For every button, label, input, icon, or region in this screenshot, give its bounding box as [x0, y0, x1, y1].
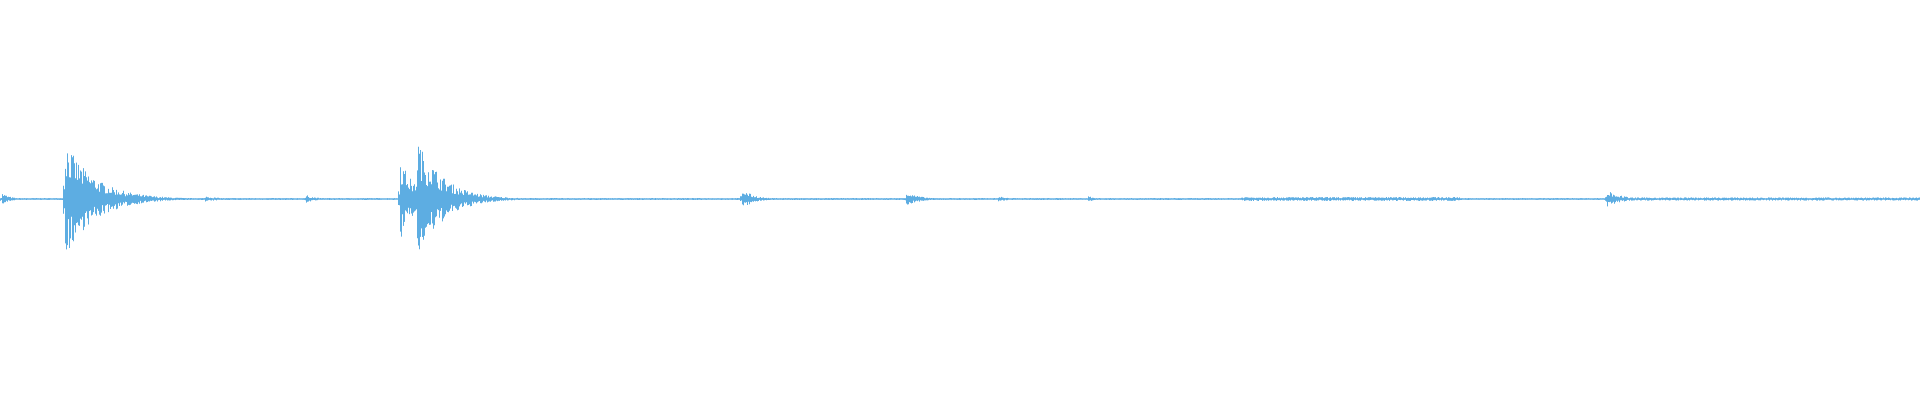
waveform-samples — [0, 146, 1920, 250]
